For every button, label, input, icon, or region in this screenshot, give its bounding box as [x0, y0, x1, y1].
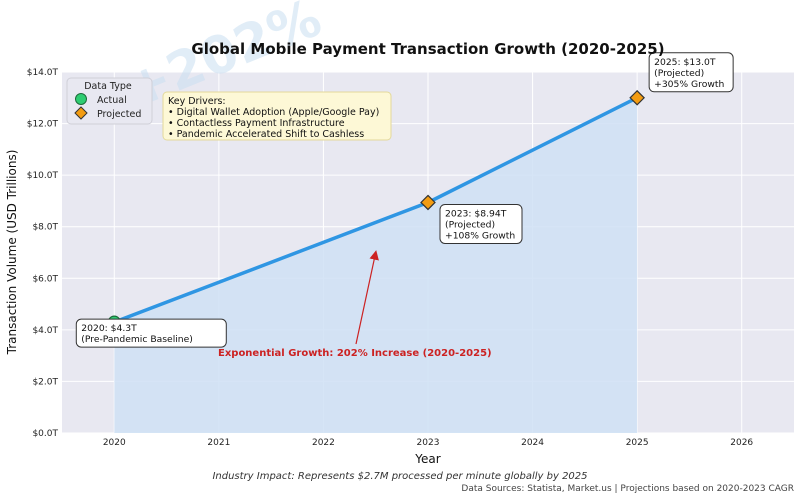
- key-driver-item: • Contactless Payment Infrastructure: [168, 118, 345, 129]
- x-tick-label: 2024: [521, 438, 544, 448]
- annotation-text: (Pre-Pandemic Baseline): [81, 334, 193, 345]
- y-tick-label: $10.0T: [27, 171, 59, 181]
- annotation-text: (Projected): [445, 219, 495, 230]
- x-tick-label: 2023: [417, 438, 440, 448]
- legend-actual-marker: [75, 93, 87, 105]
- annotations: 2020: $4.3T(Pre-Pandemic Baseline) 2023: …: [75, 52, 734, 348]
- projected-point-marker: [420, 194, 436, 211]
- legend-item-label: Actual: [97, 95, 127, 106]
- growth-callout-text: Exponential Growth: 202% Increase (2020-…: [218, 348, 492, 359]
- annotation-text: 2023: $8.94T: [445, 208, 507, 219]
- area-fill: [114, 97, 638, 434]
- chart-title: Global Mobile Payment Transaction Growth…: [191, 40, 664, 58]
- growth-callout: Exponential Growth: 202% Increase (2020-…: [218, 250, 492, 359]
- point-annotation: 2023: $8.94T(Projected)+108% Growth: [439, 203, 523, 244]
- growth-callout-arrow: [355, 250, 379, 345]
- key-driver-item: • Digital Wallet Adoption (Apple/Google …: [168, 107, 379, 118]
- point-annotation: 2020: $4.3T(Pre-Pandemic Baseline): [75, 318, 227, 348]
- y-tick-label: $12.0T: [27, 120, 59, 130]
- y-tick-label: $6.0T: [32, 274, 58, 284]
- legend-title: Data Type: [84, 81, 132, 92]
- y-axis-ticks: $0.0T $2.0T $4.0T $6.0T $8.0T $10.0T $12.0T $14…: [27, 68, 59, 439]
- annotation-text: (Projected): [654, 68, 704, 79]
- annotation-text: +305% Growth: [654, 79, 724, 90]
- y-tick-label: $14.0T: [27, 68, 59, 78]
- annotation-box: [439, 203, 523, 244]
- x-axis-label: Year: [414, 452, 440, 466]
- legend-box: [66, 77, 153, 125]
- legend: Data Type Actual Projected: [66, 77, 153, 125]
- y-tick-label: $8.0T: [32, 223, 58, 233]
- projected-point-marker: [629, 89, 645, 106]
- x-axis-ticks: 2020 2021 2022 2023 2024 2025 2026: [103, 438, 754, 448]
- key-drivers-panel: [162, 91, 392, 141]
- y-axis-label: Transaction Volume (USD Trillions): [5, 150, 19, 356]
- y-tick-label: $4.0T: [32, 326, 58, 336]
- legend-item-label: Projected: [97, 109, 141, 120]
- annotation-text: 2020: $4.3T: [81, 323, 137, 334]
- x-tick-label: 2026: [730, 438, 753, 448]
- legend-projected-marker: [74, 106, 88, 120]
- x-tick-label: 2022: [312, 438, 335, 448]
- footer-source: Data Sources: Statista, Market.us | Proj…: [461, 484, 794, 494]
- annotation-box: [648, 52, 734, 93]
- annotation-box: [75, 318, 227, 348]
- key-drivers-title: Key Drivers:: [168, 96, 226, 107]
- key-drivers-box: Key Drivers:• Digital Wallet Adoption (A…: [162, 91, 392, 141]
- key-driver-item: • Pandemic Accelerated Shift to Cashless: [168, 129, 364, 140]
- y-tick-label: $0.0T: [32, 429, 58, 439]
- x-tick-label: 2021: [207, 438, 230, 448]
- point-annotation: 2025: $13.0T(Projected)+305% Growth: [648, 52, 734, 93]
- annotation-text: 2025: $13.0T: [654, 57, 716, 68]
- x-tick-label: 2025: [626, 438, 649, 448]
- annotation-text: +108% Growth: [445, 230, 515, 241]
- y-tick-label: $2.0T: [32, 377, 58, 387]
- x-tick-label: 2020: [103, 438, 126, 448]
- footer-note: Industry Impact: Represents $2.7M proces…: [212, 471, 588, 482]
